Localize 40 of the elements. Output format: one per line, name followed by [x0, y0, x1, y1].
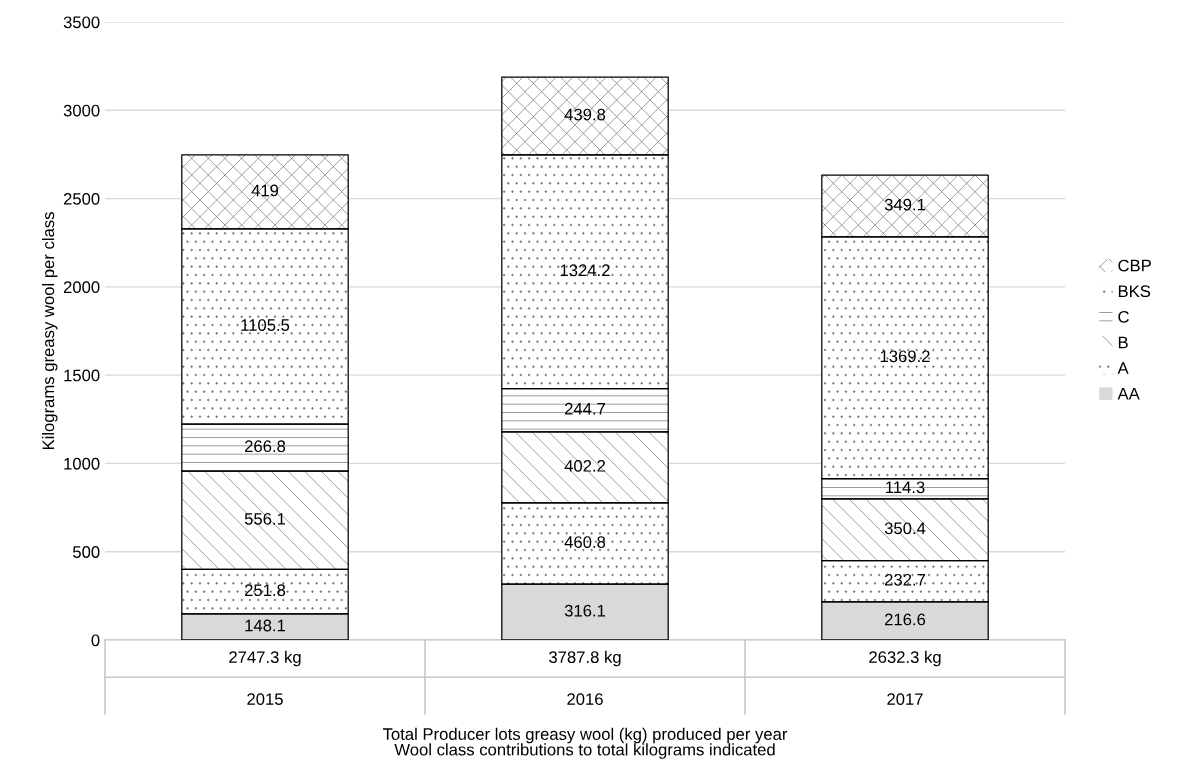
data-label: 244.7: [564, 402, 606, 415]
text: 2632.3 kg: [869, 650, 941, 667]
data-label: 439.8: [564, 108, 606, 121]
legend-label: AA: [1117, 387, 1140, 400]
y-tick-label: 2500: [63, 192, 100, 205]
legend-label: CBP: [1118, 259, 1151, 272]
y-tick-label: 500: [73, 546, 100, 558]
data-label: 349.1: [884, 198, 926, 211]
data-label: 148.1: [245, 619, 286, 632]
data-label: 114.3: [886, 481, 925, 494]
legend-label: B: [1118, 336, 1128, 349]
data-label: 232.7: [884, 573, 926, 586]
data-label: 350.4: [884, 522, 926, 535]
y-tick-label: 0: [91, 634, 100, 647]
data-label: 1324.2: [560, 264, 610, 277]
x-axis-title: Total Producer lots greasy wool (kg) produced per year Wool class contributions to total kilograms indicated: [382, 727, 788, 759]
y-tick-label: 2000: [63, 281, 100, 294]
data-label: 216.6: [884, 613, 926, 626]
data-label: 266.8: [244, 440, 286, 453]
y-tick-label: 3500: [63, 16, 100, 29]
legend-label: C: [1118, 310, 1129, 323]
data-label: 556.1: [244, 512, 286, 525]
x-tick-label: 2015: [247, 693, 283, 706]
y-axis-title: Kilograms greasy wool per class: [41, 212, 58, 450]
legend-label: A: [1117, 362, 1129, 374]
data-label: 316.1: [564, 604, 606, 617]
x-tick-label: 2016: [567, 693, 603, 706]
data-label: 251.8: [244, 584, 286, 597]
data-label: 402.2: [564, 459, 606, 472]
y-tick-label: 1500: [64, 369, 100, 382]
data-label: 1369.2: [880, 350, 930, 363]
y-tick-label: 1000: [64, 457, 100, 470]
text: 3787.8 kg: [549, 650, 621, 667]
data-label: 1105.5: [241, 319, 290, 331]
x-tick-label: 2017: [887, 693, 923, 706]
legend-label: BKS: [1118, 285, 1151, 298]
data-label: 419: [251, 184, 279, 197]
data-label: 460.8: [564, 536, 606, 548]
text: 2747.3 kg: [229, 650, 301, 667]
y-tick-label: 3000: [63, 104, 100, 117]
